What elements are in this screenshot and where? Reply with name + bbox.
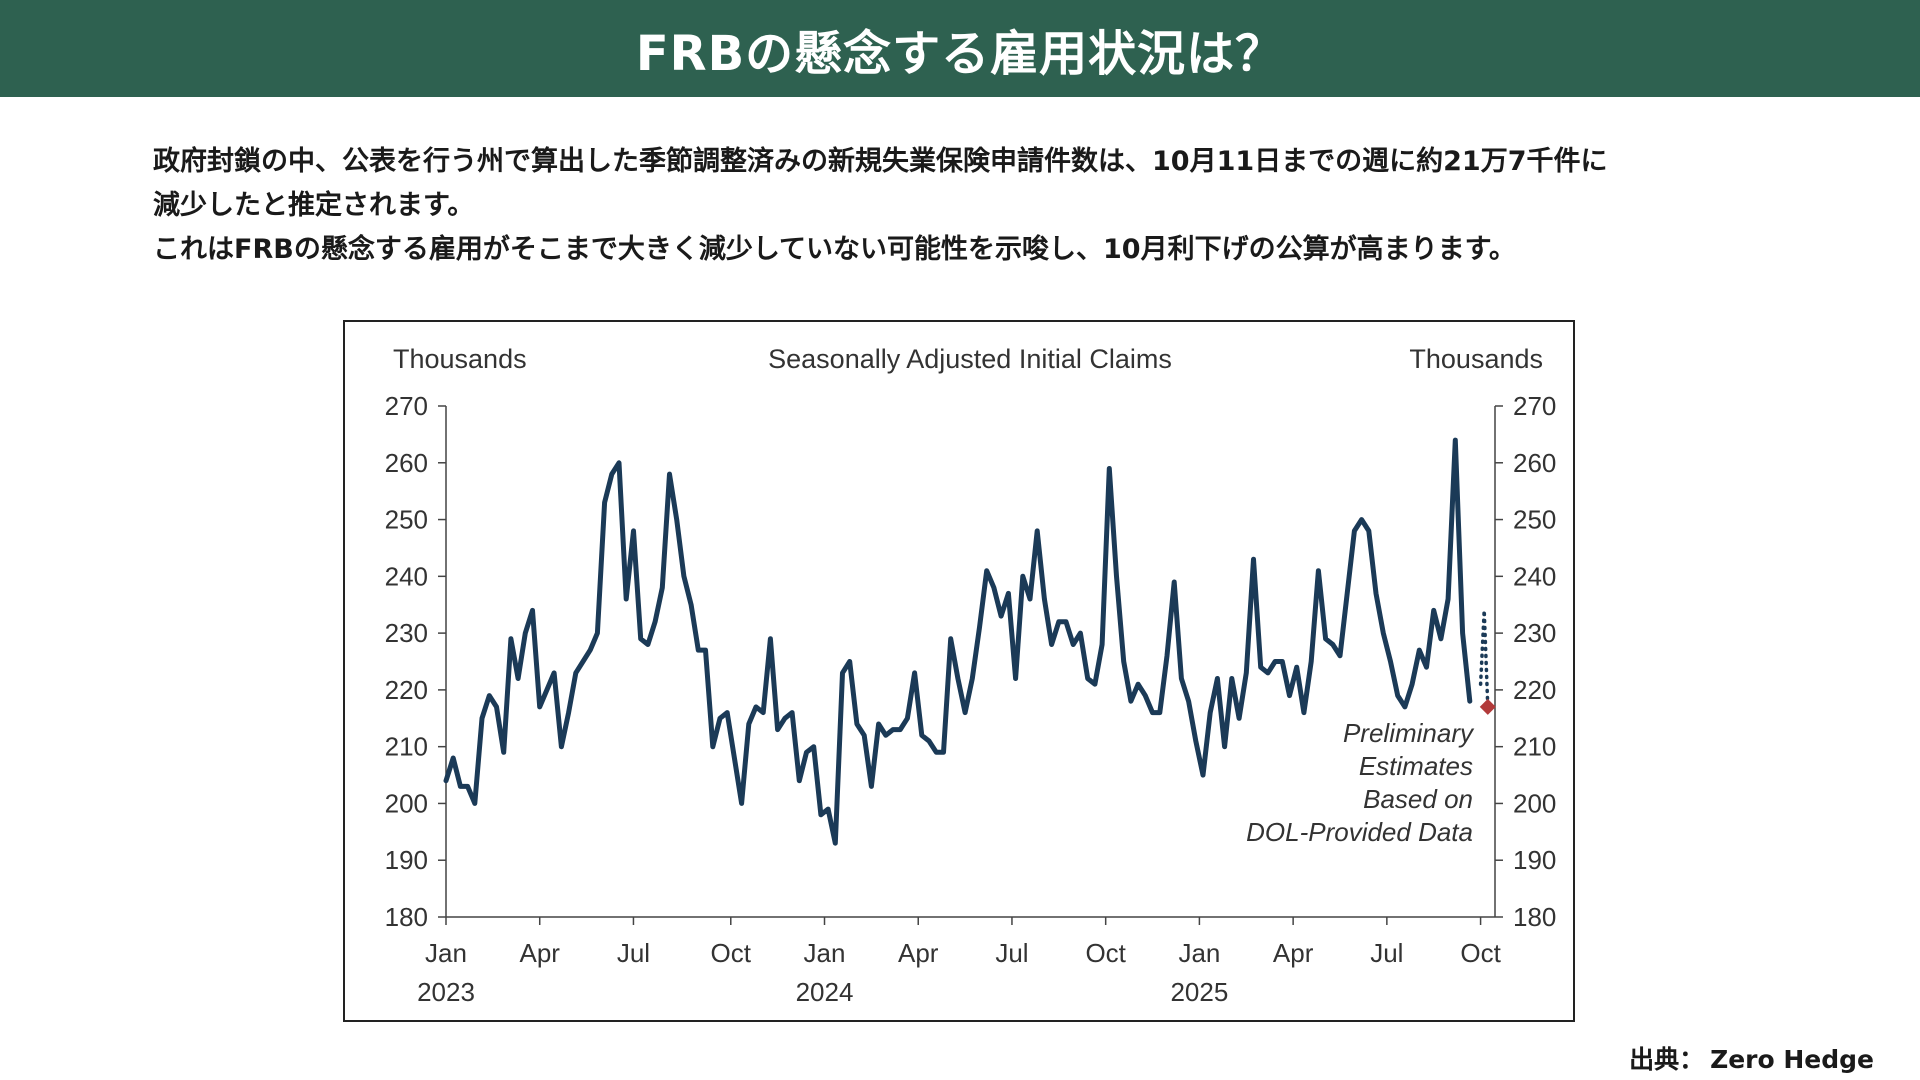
axes: 180 180 190 190 200 200 210 210 220 220 230 230 240 2… bbox=[385, 391, 1557, 1007]
y-tick-label-right: 210 bbox=[1513, 732, 1556, 762]
y-tick-label-right: 250 bbox=[1513, 505, 1556, 535]
y-tick-label-right: 220 bbox=[1513, 675, 1556, 705]
page-title: FRBの懸念する雇用状況は？ bbox=[635, 25, 1285, 82]
y-tick-label-left: 230 bbox=[385, 618, 428, 648]
x-tick-label: Oct bbox=[1460, 938, 1501, 968]
description: 政府封鎖の中、公表を行う州で算出した季節調整済みの新規失業保険申請件数は、10月… bbox=[153, 140, 1813, 272]
y-tick-label-left: 210 bbox=[385, 732, 428, 762]
paragraph-2: これはFRBの懸念する雇用がそこまで大きく減少していない可能性を示唆し、10月利… bbox=[153, 234, 1516, 265]
y-tick-label-right: 200 bbox=[1513, 788, 1556, 818]
paragraph-1-line-2: 減少したと推定されます。 bbox=[153, 190, 475, 221]
y-tick-label-left: 240 bbox=[385, 561, 428, 591]
y-tick-label-left: 180 bbox=[385, 902, 428, 932]
y-tick-label-right: 230 bbox=[1513, 618, 1556, 648]
y-tick-label-right: 240 bbox=[1513, 561, 1556, 591]
x-tick-label: Jul bbox=[617, 938, 650, 968]
y-tick-label-left: 270 bbox=[385, 391, 428, 421]
x-year-label: 2024 bbox=[796, 977, 854, 1007]
y-tick-label-left: 190 bbox=[385, 845, 428, 875]
plot-area bbox=[443, 437, 1496, 846]
annotation-line: Based on bbox=[1363, 784, 1473, 814]
paragraph-1-line-1: 政府封鎖の中、公表を行う州で算出した季節調整済みの新規失業保険申請件数は、10月… bbox=[153, 146, 1608, 177]
initial-claims-line bbox=[443, 437, 1473, 846]
chart-frame: Seasonally Adjusted Initial Claims Thous… bbox=[343, 320, 1575, 1022]
x-tick-label: Apr bbox=[519, 938, 560, 968]
y-tick-label-left: 220 bbox=[385, 675, 428, 705]
x-tick-label: Jan bbox=[1178, 938, 1220, 968]
source-credit: 出典： Zero Hedge bbox=[1629, 1040, 1880, 1076]
preliminary-estimates-dotted bbox=[1478, 610, 1490, 709]
y-tick-label-left: 200 bbox=[385, 788, 428, 818]
y-tick-label-right: 180 bbox=[1513, 902, 1556, 932]
x-tick-label: Jul bbox=[995, 938, 1028, 968]
annotation-line: DOL-Provided Data bbox=[1246, 817, 1473, 847]
x-year-label: 2023 bbox=[417, 977, 475, 1007]
source-name: Zero Hedge bbox=[1710, 1045, 1874, 1074]
y-tick-label-right: 270 bbox=[1513, 391, 1556, 421]
x-tick-label: Apr bbox=[1273, 938, 1314, 968]
annotation-line: Preliminary bbox=[1343, 718, 1475, 748]
y-tick-label-left: 260 bbox=[385, 448, 428, 478]
x-tick-label: Apr bbox=[898, 938, 939, 968]
x-tick-label: Jan bbox=[425, 938, 467, 968]
x-tick-label: Oct bbox=[1085, 938, 1126, 968]
y-tick-label-left: 250 bbox=[385, 505, 428, 535]
x-year-label: 2025 bbox=[1170, 977, 1228, 1007]
y-tick-label-right: 190 bbox=[1513, 845, 1556, 875]
y-tick-label-right: 260 bbox=[1513, 448, 1556, 478]
chart-title: Seasonally Adjusted Initial Claims bbox=[768, 344, 1172, 374]
x-tick-label: Jan bbox=[804, 938, 846, 968]
y-axis-label-right: Thousands bbox=[1409, 344, 1543, 374]
y-axis-label-left: Thousands bbox=[393, 344, 527, 374]
source-label: 出典： bbox=[1629, 1045, 1705, 1074]
x-tick-label: Jul bbox=[1370, 938, 1403, 968]
title-bar: FRBの懸念する雇用状況は？ bbox=[0, 0, 1920, 97]
initial-claims-chart: Seasonally Adjusted Initial Claims Thous… bbox=[385, 344, 1557, 1007]
annotation-line: Estimates bbox=[1359, 751, 1473, 781]
estimate-marker bbox=[1479, 698, 1496, 715]
x-tick-label: Oct bbox=[711, 938, 752, 968]
